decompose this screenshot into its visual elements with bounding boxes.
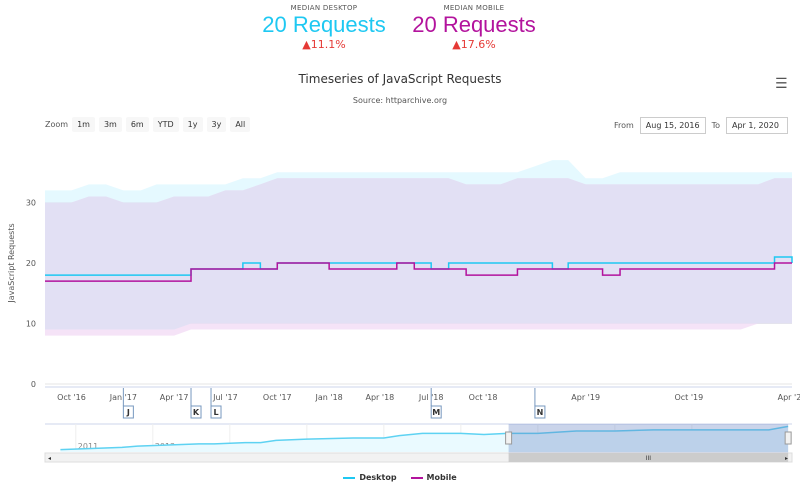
- kpi-label: MEDIAN MOBILE: [443, 4, 505, 12]
- kpi-value: 20 Requests: [412, 12, 536, 37]
- legend-desktop[interactable]: Desktop: [343, 473, 397, 482]
- x-tick-label: Jan '17: [109, 393, 137, 402]
- legend-mobile[interactable]: Mobile: [410, 473, 457, 482]
- chart-subtitle: Source: httparchive.org: [352, 96, 448, 105]
- scrollbar-thumb[interactable]: [508, 453, 789, 462]
- series-line-mobile: [45, 262, 792, 282]
- chart-title: Timeseries of JavaScript Requests: [298, 72, 502, 86]
- zoom-3m-button[interactable]: 3m: [98, 117, 122, 132]
- flag-label: N: [537, 408, 544, 417]
- x-tick-label: Apr '17: [160, 393, 189, 402]
- scrollbar-track[interactable]: [44, 452, 793, 463]
- x-tick-label: Oct '17: [263, 393, 292, 402]
- flag-label: J: [126, 408, 130, 417]
- zoom-1y-button[interactable]: 1y: [182, 117, 203, 132]
- kpi-change: ▲17.6%: [452, 38, 496, 51]
- to-label: To: [711, 121, 720, 130]
- kpi-mobile: MEDIAN MOBILE 20 Requests ▲17.6%: [404, 4, 544, 51]
- date-range: From Aug 15, 2016 To Apr 1, 2020: [614, 117, 788, 134]
- zoom-3y-button[interactable]: 3y: [206, 117, 227, 132]
- chart: 0 10 20 30 JavaScript Requests Oct '16 Jan '17…: [7, 160, 800, 463]
- navigator-tick-label: 2011: [78, 442, 98, 451]
- scroll-right-arrow-icon[interactable]: ▸: [785, 455, 788, 462]
- zoom-controls: Zoom 1m 3m 6m YTD 1y 3y All: [45, 117, 251, 132]
- flag-marker: [430, 405, 442, 419]
- zoom-ytd-button[interactable]: YTD: [152, 117, 179, 132]
- kpi-desktop: MEDIAN DESKTOP 20 Requests ▲11.1%: [254, 4, 394, 51]
- flag-label: K: [193, 408, 200, 417]
- navigator-area: [60, 426, 789, 452]
- x-tick-label: Apr '19: [571, 393, 600, 402]
- kpi-change: ▲11.1%: [302, 38, 346, 51]
- x-tick-label: Jul '17: [212, 393, 238, 402]
- y-axis-label: JavaScript Requests: [7, 223, 16, 303]
- scroll-left-arrow-icon[interactable]: ◂: [48, 455, 51, 462]
- y-tick-label: 0: [31, 380, 36, 389]
- x-tick-label: Jan '18: [315, 393, 343, 402]
- zoom-label: Zoom: [45, 120, 69, 129]
- from-date-input[interactable]: Aug 15, 2016: [639, 117, 706, 134]
- hamburger-menu-icon[interactable]: ☰: [775, 76, 788, 92]
- flag-marker: [210, 405, 222, 419]
- navigator-handle[interactable]: [784, 431, 792, 445]
- to-date-input[interactable]: Apr 1, 2020: [726, 117, 788, 134]
- x-tick-label: Oct '18: [469, 393, 498, 402]
- legend: Desktop Mobile: [0, 473, 800, 482]
- y-tick-label: 20: [26, 259, 36, 268]
- y-tick-label: 30: [26, 199, 36, 208]
- legend-label: Desktop: [359, 473, 397, 482]
- navigator-line: [60, 425, 789, 451]
- flag-marker: [122, 405, 134, 419]
- zoom-all-button[interactable]: All: [230, 117, 251, 132]
- kpi-value: 20 Requests: [262, 12, 386, 37]
- flag-label: M: [432, 408, 440, 417]
- navigator-handle[interactable]: [505, 431, 513, 445]
- zoom-6m-button[interactable]: 6m: [125, 117, 149, 132]
- x-tick-label: Oct '19: [674, 393, 703, 402]
- zoom-1m-button[interactable]: 1m: [72, 117, 95, 132]
- x-tick-label: Apr '20: [778, 393, 800, 402]
- flag-label: L: [213, 408, 218, 417]
- band-overlap: [45, 178, 792, 330]
- from-label: From: [613, 121, 634, 130]
- flag-marker: [190, 405, 202, 419]
- legend-label: Mobile: [426, 473, 457, 482]
- x-tick-label: Oct '16: [57, 393, 86, 402]
- x-tick-label: Apr '18: [365, 393, 394, 402]
- flag-marker: [534, 405, 546, 419]
- y-tick-label: 10: [26, 320, 36, 329]
- navigator-selection: [508, 424, 789, 453]
- kpi-label: MEDIAN DESKTOP: [290, 4, 358, 12]
- scrollbar-grip-icon: III: [646, 455, 652, 462]
